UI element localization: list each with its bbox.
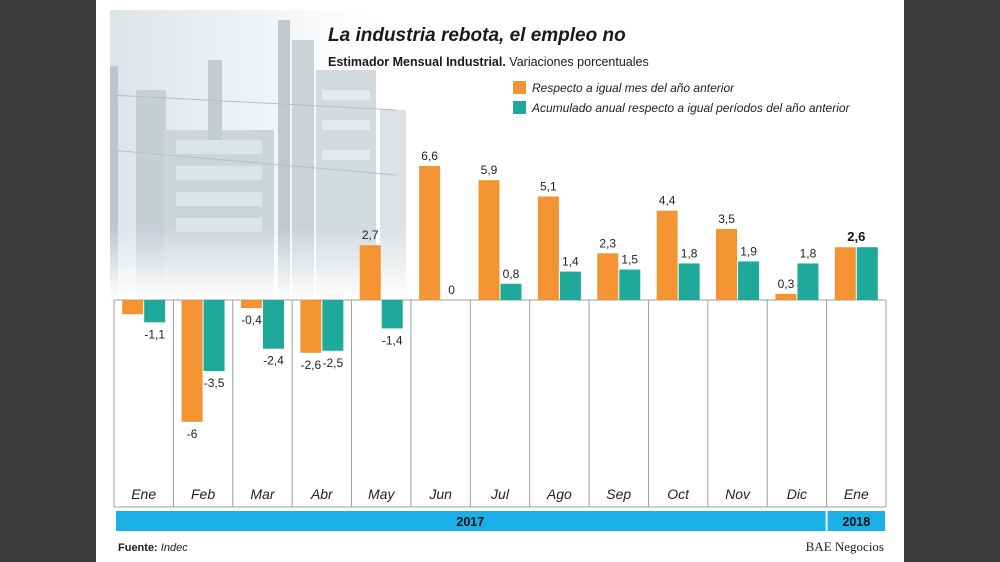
value-label-teal-9: 1,8 bbox=[681, 246, 698, 260]
month-label-5: Jun bbox=[428, 486, 452, 502]
value-label-teal-10: 1,9 bbox=[740, 244, 757, 258]
bar-orange-abr-3 bbox=[300, 300, 322, 353]
subtitle-rest: Variaciones porcentuales bbox=[506, 55, 649, 69]
value-label-teal-11: 1,8 bbox=[800, 246, 817, 260]
legend-swatch-orange bbox=[513, 81, 526, 94]
value-label-teal-4: -1,4 bbox=[382, 333, 403, 347]
value-label-teal-6: 0,8 bbox=[503, 267, 520, 281]
value-label-teal-3: -2,5 bbox=[323, 356, 344, 370]
year-band-2018 bbox=[827, 511, 885, 531]
month-label-11: Dic bbox=[787, 486, 807, 502]
bar-teal-ene-0 bbox=[144, 300, 166, 323]
value-labels: -6 -0,4 -2,6 2,7 6,6 5,9 5,1 2,3 4,4 3,5 0,3 2,6 -1,… bbox=[144, 149, 865, 441]
bar-teal-oct-9 bbox=[678, 263, 700, 300]
bars bbox=[122, 166, 878, 422]
value-label-orange-8: 2,3 bbox=[599, 236, 616, 250]
value-label-orange-7: 5,1 bbox=[540, 179, 557, 193]
value-label-orange-1: -6 bbox=[187, 427, 198, 441]
subtitle-bold-part: Estimador Mensual Industrial. bbox=[328, 55, 506, 69]
bar-teal-may-4 bbox=[381, 300, 403, 329]
bar-orange-ago-7 bbox=[537, 196, 559, 300]
grid-lines bbox=[113, 299, 887, 508]
bar-orange-feb-1 bbox=[181, 300, 203, 422]
chart-panel: La industria rebota, el empleo no Estima… bbox=[96, 0, 904, 562]
source-value: Indec bbox=[161, 542, 188, 554]
bar-orange-may-4 bbox=[359, 245, 381, 300]
bar-teal-ene-12 bbox=[856, 247, 878, 300]
bar-teal-jul-6 bbox=[500, 283, 522, 300]
year-band: 2017 2018 bbox=[116, 511, 885, 531]
month-label-10: Nov bbox=[725, 486, 751, 502]
value-label-orange-6: 5,9 bbox=[481, 163, 498, 177]
month-label-3: Abr bbox=[310, 486, 334, 502]
value-label-orange-11: 0,3 bbox=[778, 277, 795, 291]
bar-chart: La industria rebota, el empleo no Estima… bbox=[109, 10, 887, 554]
legend-label-teal: Acumulado anual respecto a igual período… bbox=[531, 101, 851, 115]
bar-teal-ago-7 bbox=[559, 271, 581, 300]
source-label: Fuente: bbox=[118, 542, 158, 554]
value-label-teal-5: 0 bbox=[448, 283, 455, 297]
legend-label-orange: Respecto a igual mes del año anterior bbox=[532, 81, 735, 95]
bar-teal-nov-10 bbox=[738, 261, 760, 300]
month-label-7: Ago bbox=[546, 486, 572, 502]
factory-background-illustration bbox=[109, 10, 410, 300]
value-label-orange-5: 6,6 bbox=[421, 149, 438, 163]
value-label-teal-0: -1,1 bbox=[144, 327, 165, 341]
month-label-6: Jul bbox=[490, 486, 510, 502]
bar-teal-mar-2 bbox=[262, 300, 284, 349]
bar-orange-ene-12 bbox=[834, 247, 856, 300]
month-label-0: Ene bbox=[131, 486, 156, 502]
value-label-teal-7: 1,4 bbox=[562, 255, 579, 269]
value-label-teal-8: 1,5 bbox=[621, 253, 638, 267]
bar-orange-dic-11 bbox=[775, 293, 797, 300]
source-note: Fuente: Indec bbox=[118, 542, 188, 554]
value-label-orange-3: -2,6 bbox=[301, 358, 322, 372]
year-label-2018: 2018 bbox=[842, 515, 870, 529]
value-label-teal-2: -2,4 bbox=[263, 354, 284, 368]
bar-orange-ene-0 bbox=[122, 300, 144, 315]
brand-label: BAE Negocios bbox=[806, 539, 884, 554]
bar-teal-feb-1 bbox=[203, 300, 225, 372]
month-label-1: Feb bbox=[191, 486, 215, 502]
value-label-orange-12: 2,6 bbox=[847, 229, 865, 244]
value-label-orange-10: 3,5 bbox=[718, 212, 735, 226]
bar-teal-abr-3 bbox=[322, 300, 344, 351]
value-label-teal-1: -3,5 bbox=[204, 376, 225, 390]
year-band-2017 bbox=[116, 511, 826, 531]
value-label-orange-4: 2,7 bbox=[362, 228, 379, 242]
bar-teal-sep-8 bbox=[619, 269, 641, 300]
bar-teal-dic-11 bbox=[797, 263, 819, 300]
value-label-orange-9: 4,4 bbox=[659, 194, 676, 208]
month-label-2: Mar bbox=[250, 486, 275, 502]
year-label-2017: 2017 bbox=[456, 515, 484, 529]
month-label-9: Oct bbox=[667, 486, 690, 502]
month-labels: Ene Feb Mar Abr May Jun Jul Ago Sep Oct Nov Dic Ene bbox=[131, 486, 869, 502]
month-label-4: May bbox=[368, 486, 395, 502]
bar-orange-jun-5 bbox=[419, 166, 441, 300]
value-label-orange-2: -0,4 bbox=[241, 313, 262, 327]
legend: Respecto a igual mes del año anterior Ac… bbox=[513, 81, 851, 115]
month-label-8: Sep bbox=[606, 486, 631, 502]
bar-orange-mar-2 bbox=[240, 300, 262, 309]
chart-title: La industria rebota, el empleo no bbox=[328, 25, 626, 46]
bar-orange-oct-9 bbox=[656, 210, 678, 300]
legend-swatch-teal bbox=[513, 101, 526, 114]
bar-orange-nov-10 bbox=[716, 228, 738, 300]
chart-subtitle: Estimador Mensual Industrial. Variacione… bbox=[328, 55, 649, 69]
month-label-12: Ene bbox=[844, 486, 869, 502]
bar-orange-jul-6 bbox=[478, 180, 500, 300]
bar-orange-sep-8 bbox=[597, 253, 619, 300]
